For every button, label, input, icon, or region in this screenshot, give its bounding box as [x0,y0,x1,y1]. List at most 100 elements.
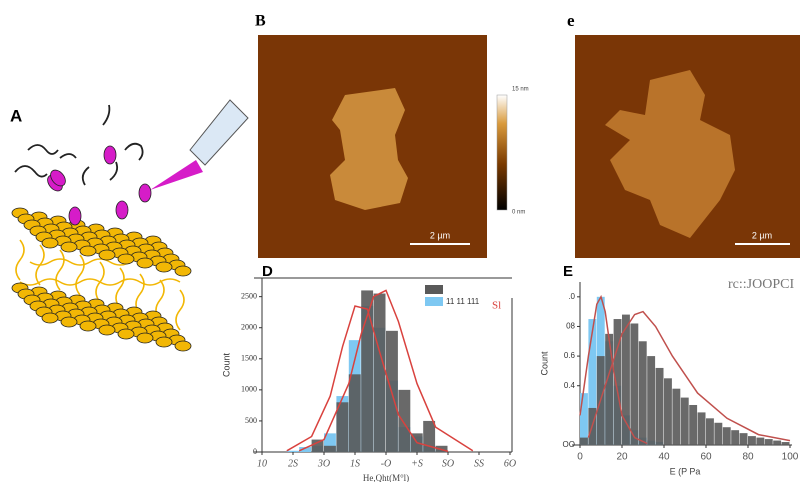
y-tick-label: 2000 [241,323,257,332]
x-tick-label: 0 [577,452,583,463]
y-tick-label: 1000 [241,385,257,394]
bar [348,374,361,452]
lipid-head [79,245,97,257]
bar [655,367,664,445]
membrane-illustration [11,99,249,352]
bar [423,420,436,452]
bar [764,439,773,445]
bar [756,437,765,445]
y-axis-label: Count [221,353,231,378]
lipid-head [117,328,135,340]
bar [286,450,299,452]
colorbar-label: 15 nm [512,87,529,93]
x-tick-label: SO [442,458,454,469]
bar [647,356,656,445]
lipid-head [98,324,116,336]
bar [739,433,748,445]
x-tick-label: -O [381,458,392,469]
bar [324,445,336,452]
lipid-head [136,257,154,269]
x-tick-label: 80 [742,452,754,463]
colorbar-label: 0 nm [512,210,525,216]
bar [748,436,756,445]
x-tick-label: 60 [700,452,712,463]
legend-swatch [425,297,443,306]
bar [580,437,588,445]
bar [697,412,706,445]
x-tick-label: SS [474,458,484,469]
panel-label: A [10,106,22,125]
panel-label: D [262,263,273,280]
annotation: rc::JOOPCI [728,277,794,292]
bar [630,323,639,445]
bar [336,402,349,452]
bar [580,393,588,445]
panel-label: E [563,263,573,280]
bar [722,427,731,445]
fit-curve [286,305,449,453]
x-tick-label: 40 [658,452,670,463]
x-tick-label: 6O [504,458,516,469]
bar [605,333,614,445]
legend-swatch [425,285,443,294]
fit-curve [298,289,474,452]
x-tick-label: 20 [616,452,628,463]
bar [398,389,411,452]
lipid-head [155,261,173,273]
y-tick-label: 1500 [241,354,257,363]
lipid-head [155,336,173,348]
y-tick-label: 2500 [241,291,257,300]
membrane-patch [330,88,408,210]
bar [373,293,386,452]
lipid-head [174,265,192,277]
fit-curve [587,310,791,442]
y-tick-label: 0.4 [564,381,576,390]
lipid-head [60,241,78,253]
x-tick-label: 3O [317,458,330,469]
bar [311,439,324,452]
lipid-head [117,253,135,265]
legend-label: 11 11 111 [446,297,480,306]
y-tick-label: 500 [245,416,257,425]
y-tick-label: 08 [566,322,575,331]
lipid-head [41,237,59,249]
bar [706,418,714,445]
scale-label: 2 µm [430,230,450,240]
bar [588,319,597,445]
bar [773,440,782,445]
x-axis-label: E (P Pa [670,466,701,476]
lipid-head [79,320,97,332]
lipid-head [136,332,154,344]
fit-curve [579,294,648,445]
bar [731,430,740,445]
bar [672,388,681,445]
y-tick-label: 0 [253,447,257,456]
membrane-patch [605,70,735,238]
colorbar [496,94,508,211]
scale-label: 2 µm [752,230,772,240]
bar [299,447,312,452]
bar [714,422,723,445]
panel-label: B [255,13,266,30]
x-tick-label: 100 [782,452,799,463]
x-tick-label: 1S [350,458,360,469]
x-tick-label: 10 [257,458,267,469]
lipid-head [174,340,192,352]
bar [324,433,336,452]
y-axis-label: Count [539,351,549,376]
x-tick-label: +S [411,458,423,469]
bar [613,319,622,445]
panel-label: e [567,11,575,30]
bar [680,397,689,445]
y-tick-label: 0.6 [564,351,576,360]
lipid-head [41,312,59,324]
y-tick-label: OO [563,440,575,449]
bar [638,341,647,445]
x-tick-label: 2S [288,458,298,469]
bar [622,314,630,445]
bar [664,378,672,445]
y-tick-label: .0 [568,292,575,301]
lipid-head [60,316,78,328]
x-axis-label: He,Qht(M°l) [363,473,409,482]
